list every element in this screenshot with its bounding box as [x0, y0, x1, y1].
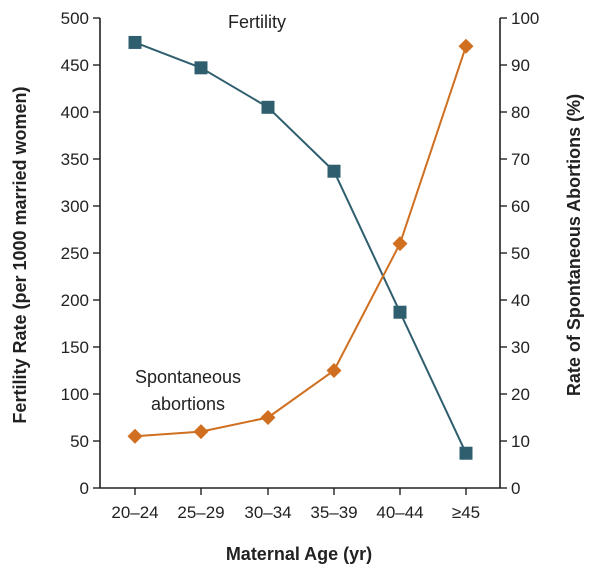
right-y-axis: 0 10 20 30 40 50 60 70 80 90 100 [499, 9, 539, 498]
left-y-axis: 0 50 100 150 200 250 300 350 400 450 500 [61, 9, 101, 498]
fertility-point [327, 164, 341, 178]
x-tick-label: 20–24 [111, 503, 158, 522]
abortions-point [127, 428, 143, 444]
abortions-line [134, 45, 467, 438]
right-tick-label: 0 [511, 479, 520, 498]
fertility-series-label: Fertility [228, 12, 286, 32]
fertility-point [459, 446, 473, 460]
left-tick-label: 250 [61, 244, 89, 263]
right-tick-label: 80 [511, 103, 530, 122]
right-tick-label: 50 [511, 244, 530, 263]
right-tick-label: 100 [511, 9, 539, 28]
x-axis: 20–24 25–29 30–34 35–39 40–44 ≥45 [100, 487, 500, 522]
left-tick-label: 150 [61, 338, 89, 357]
left-tick-label: 500 [61, 9, 89, 28]
right-tick-label: 90 [511, 56, 530, 75]
left-tick-label: 400 [61, 103, 89, 122]
abortions-series-label-line2: abortions [151, 394, 225, 414]
x-axis-title: Maternal Age (yr) [226, 544, 372, 564]
left-tick-label: 0 [80, 479, 89, 498]
left-tick-label: 450 [61, 56, 89, 75]
right-tick-label: 40 [511, 291, 530, 310]
x-tick-label: 35–39 [310, 503, 357, 522]
abortions-point [326, 363, 342, 378]
right-y-axis-title: Rate of Spontaneous Abortions (%) [564, 94, 584, 396]
abortions-point [260, 410, 276, 425]
series-layer [127, 35, 474, 460]
x-tick-label: 25–29 [177, 503, 224, 522]
x-tick-label: 40–44 [376, 503, 423, 522]
abortions-point [392, 236, 408, 252]
left-y-axis-title: Fertility Rate (per 1000 married women) [10, 86, 30, 423]
fertility-point [393, 305, 407, 319]
fertility-line [134, 41, 467, 454]
right-tick-label: 10 [511, 432, 530, 451]
right-tick-label: 60 [511, 197, 530, 216]
right-tick-label: 20 [511, 385, 530, 404]
right-tick-label: 70 [511, 150, 530, 169]
left-tick-label: 100 [61, 385, 89, 404]
abortions-point [193, 424, 209, 440]
left-tick-label: 300 [61, 197, 89, 216]
left-tick-label: 200 [61, 291, 89, 310]
left-tick-label: 50 [70, 432, 89, 451]
x-tick-label: 30–34 [244, 503, 291, 522]
fertility-point [261, 100, 275, 114]
abortions-series-label-line1: Spontaneous [135, 367, 241, 387]
left-tick-label: 350 [61, 150, 89, 169]
x-tick-label: ≥45 [452, 503, 480, 522]
right-tick-label: 30 [511, 338, 530, 357]
abortions-point [458, 38, 474, 54]
fertility-point [194, 61, 208, 75]
fertility-point [128, 35, 142, 49]
